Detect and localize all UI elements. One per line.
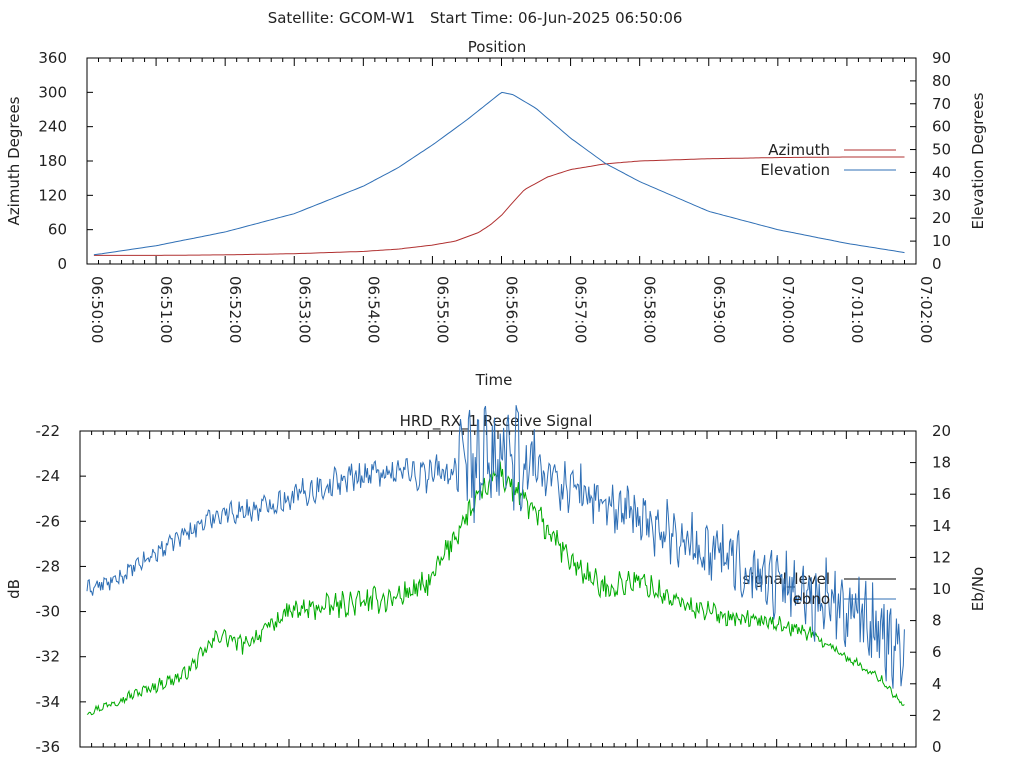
y-tick-label: 360 bbox=[38, 49, 67, 67]
y2-tick-label: 8 bbox=[932, 612, 942, 630]
y-tick-label: -30 bbox=[36, 603, 61, 621]
x-tick-label: 06:50:00 bbox=[88, 276, 106, 343]
y-tick-label: -36 bbox=[36, 738, 61, 756]
y2-tick-label: 70 bbox=[932, 95, 951, 113]
y-tick-label: 300 bbox=[38, 83, 67, 101]
y-tick-label: -34 bbox=[36, 693, 61, 711]
y2-tick-label: 20 bbox=[932, 209, 951, 227]
series-line-Elevation bbox=[93, 91, 905, 256]
y2-tick-label: 0 bbox=[932, 255, 942, 273]
x-tick-label: 06:54:00 bbox=[364, 276, 382, 343]
signal-ylabel: dB bbox=[5, 579, 23, 599]
y2-tick-label: 2 bbox=[932, 706, 942, 724]
y2-tick-label: 6 bbox=[932, 643, 942, 661]
series-line-Azimuth bbox=[93, 156, 905, 256]
y-tick-label: 120 bbox=[38, 186, 67, 204]
legend-label: ebno bbox=[793, 590, 830, 608]
x-tick-label: 06:56:00 bbox=[503, 276, 521, 343]
y2-tick-label: 60 bbox=[932, 118, 951, 136]
series-line-ebno bbox=[86, 405, 905, 689]
start-time-label: Start Time: 06-Jun-2025 06:50:06 bbox=[430, 9, 682, 27]
y2-tick-label: 12 bbox=[932, 548, 951, 566]
legend-label: Elevation bbox=[760, 161, 830, 179]
y-tick-label: 180 bbox=[38, 152, 67, 170]
y2-tick-label: 50 bbox=[932, 141, 951, 159]
x-tick-label: 07:01:00 bbox=[848, 276, 866, 343]
x-tick-label: 06:51:00 bbox=[157, 276, 175, 343]
plot-frame bbox=[79, 430, 917, 748]
x-tick-label: 06:57:00 bbox=[572, 276, 590, 343]
signal-chart-title: HRD_RX_1 Receive Signal bbox=[400, 412, 593, 431]
y-tick-label: -24 bbox=[36, 467, 61, 485]
legend-label: Azimuth bbox=[768, 141, 830, 159]
y2-tick-label: 80 bbox=[932, 72, 951, 90]
position-ylabel: Azimuth Degrees bbox=[5, 96, 23, 225]
x-tick-label: 06:53:00 bbox=[295, 276, 313, 343]
y-tick-label: -22 bbox=[36, 422, 61, 440]
position-chart-title: Position bbox=[468, 38, 526, 56]
y-tick-label: 240 bbox=[38, 118, 67, 136]
x-tick-label: 07:02:00 bbox=[917, 276, 935, 343]
y2-tick-label: 30 bbox=[932, 186, 951, 204]
y-tick-label: -28 bbox=[36, 557, 61, 575]
x-tick-label: 06:55:00 bbox=[433, 276, 451, 343]
y-tick-label: 0 bbox=[57, 255, 67, 273]
x-tick-label: 06:59:00 bbox=[710, 276, 728, 343]
position-xlabel: Time bbox=[475, 371, 513, 389]
y2-tick-label: 90 bbox=[932, 49, 951, 67]
y2-tick-label: 10 bbox=[932, 580, 951, 598]
position-chart: Position Time Azimuth Degrees Elevation … bbox=[5, 38, 987, 389]
y2-tick-label: 20 bbox=[932, 422, 951, 440]
y2-tick-label: 10 bbox=[932, 232, 951, 250]
y2-tick-label: 0 bbox=[932, 738, 942, 756]
y2-tick-label: 16 bbox=[932, 485, 951, 503]
series-line-signal_level bbox=[86, 461, 905, 716]
x-tick-label: 06:52:00 bbox=[226, 276, 244, 343]
y2-tick-label: 14 bbox=[932, 517, 951, 535]
y2-tick-label: 4 bbox=[932, 675, 942, 693]
satellite-label: Satellite: GCOM-W1 bbox=[268, 9, 415, 27]
y-tick-label: -32 bbox=[36, 648, 61, 666]
y-tick-label: 60 bbox=[48, 221, 67, 239]
x-tick-label: 07:00:00 bbox=[779, 276, 797, 343]
position-y2label: Elevation Degrees bbox=[969, 92, 987, 229]
x-tick-label: 06:58:00 bbox=[641, 276, 659, 343]
y-tick-label: -26 bbox=[36, 512, 61, 530]
signal-chart: HRD_RX_1 Receive Signal dB Eb/No -36 -34 -… bbox=[5, 405, 987, 756]
y2-tick-label: 18 bbox=[932, 454, 951, 472]
y2-tick-label: 40 bbox=[932, 163, 951, 181]
signal-y2label: Eb/No bbox=[969, 567, 987, 611]
